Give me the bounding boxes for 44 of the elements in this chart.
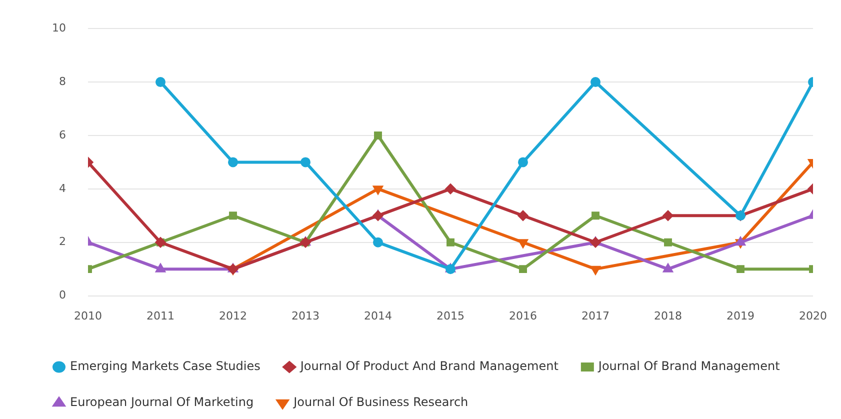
y-tick-label: 0 (58, 288, 66, 302)
legend-label: Journal Of Product And Brand Management (299, 359, 559, 374)
point (446, 238, 454, 246)
point (663, 210, 673, 221)
legend-label: European Journal Of Marketing (70, 395, 254, 410)
legend-label: Journal Of Business Research (292, 395, 468, 410)
point (663, 264, 673, 272)
x-tick-label: 2013 (292, 309, 320, 322)
y-tick-label: 6 (58, 128, 66, 142)
point (446, 184, 456, 194)
point (518, 157, 528, 168)
point (373, 186, 383, 194)
x-tick-label: 2018 (654, 309, 682, 322)
x-tick-label: 2010 (74, 309, 102, 322)
y-tick-label: 2 (58, 235, 66, 248)
legend-label: Journal Of Brand Management (597, 359, 780, 374)
x-tick-label: 2015 (436, 309, 464, 322)
x-tick-label: 2011 (146, 309, 174, 322)
point (300, 157, 310, 168)
point (736, 237, 746, 246)
x-tick-label: 2020 (799, 309, 828, 322)
x-tick-label: 2016 (509, 309, 537, 322)
point (228, 157, 238, 168)
point (519, 265, 527, 274)
y-tick-label: 4 (58, 182, 66, 195)
point (373, 237, 383, 248)
point (592, 212, 600, 220)
point (736, 265, 744, 274)
x-tick-label: 2012 (219, 309, 247, 322)
point (518, 210, 528, 221)
point (518, 239, 528, 248)
x-tick-label: 2014 (364, 309, 392, 322)
point (156, 77, 166, 88)
legend-label: Emerging Markets Case Studies (70, 359, 260, 374)
x-tick-label: 2019 (726, 309, 754, 322)
point (374, 132, 382, 140)
point (590, 266, 600, 274)
point (664, 238, 672, 246)
point (156, 264, 166, 272)
point (229, 212, 237, 220)
y-tick-label: 8 (58, 74, 66, 88)
y-tick-label: 10 (52, 21, 66, 34)
point (590, 77, 600, 88)
x-tick-label: 2017 (582, 309, 610, 322)
